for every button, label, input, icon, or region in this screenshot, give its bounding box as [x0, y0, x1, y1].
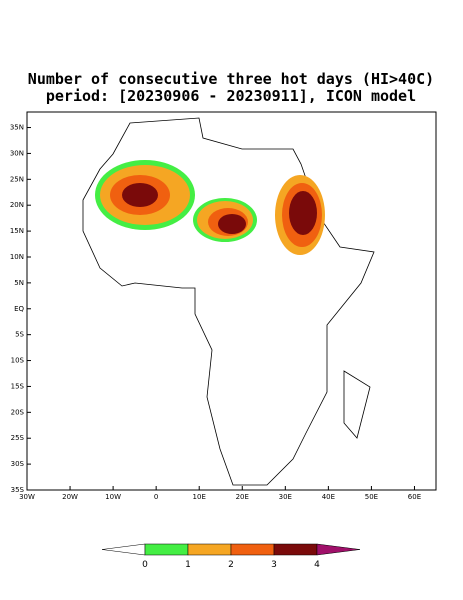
y-tick-label: 15S [11, 382, 25, 390]
colorbar-bin [187, 543, 232, 556]
x-tick-label: 20E [236, 493, 249, 501]
y-tick-label: 25S [11, 434, 25, 442]
y-tick-label: 35S [11, 486, 25, 494]
colorbar-low [101, 543, 146, 556]
y-tick-label: 10S [11, 357, 25, 365]
y-tick-label: EQ [14, 305, 24, 313]
colorbar-label: 3 [271, 560, 277, 570]
y-tick-label: 5N [14, 279, 24, 287]
colorbar-label: 0 [142, 560, 148, 570]
colorbar-bin [230, 543, 275, 556]
y-tick-label: 35N [10, 124, 24, 132]
x-tick-label: 20W [62, 493, 78, 501]
hot-days-field [95, 160, 325, 255]
y-tick-label: 25N [10, 175, 24, 183]
y-tick-label: 5S [15, 331, 24, 339]
colorbar-high [316, 543, 361, 556]
colorbar-label: 1 [185, 560, 191, 570]
x-tick-label: 0 [154, 493, 158, 501]
x-tick-label: 60E [408, 493, 421, 501]
subtitle: period: [20230906 - 20230911], ICON mode… [46, 87, 416, 105]
x-tick-label: 50E [365, 493, 378, 501]
y-tick-label: 30N [10, 149, 24, 157]
x-tick-label: 10E [193, 493, 206, 501]
title: Number of consecutive three hot days (HI… [28, 70, 434, 88]
colorbar-bin [144, 543, 189, 556]
y-tick-label: 30S [11, 460, 25, 468]
y-tick-label: 10N [10, 253, 24, 261]
colorbar-label: 4 [314, 560, 320, 570]
y-tick-label: 20S [11, 408, 25, 416]
colorbar-bin [273, 543, 318, 556]
x-tick-label: 30W [19, 493, 35, 501]
x-tick-label: 10W [105, 493, 121, 501]
x-tick-label: 30E [279, 493, 292, 501]
y-tick-label: 15N [10, 227, 24, 235]
y-tick-label: 20N [10, 201, 24, 209]
colorbar-label: 2 [228, 560, 234, 570]
x-tick-label: 40E [322, 493, 335, 501]
